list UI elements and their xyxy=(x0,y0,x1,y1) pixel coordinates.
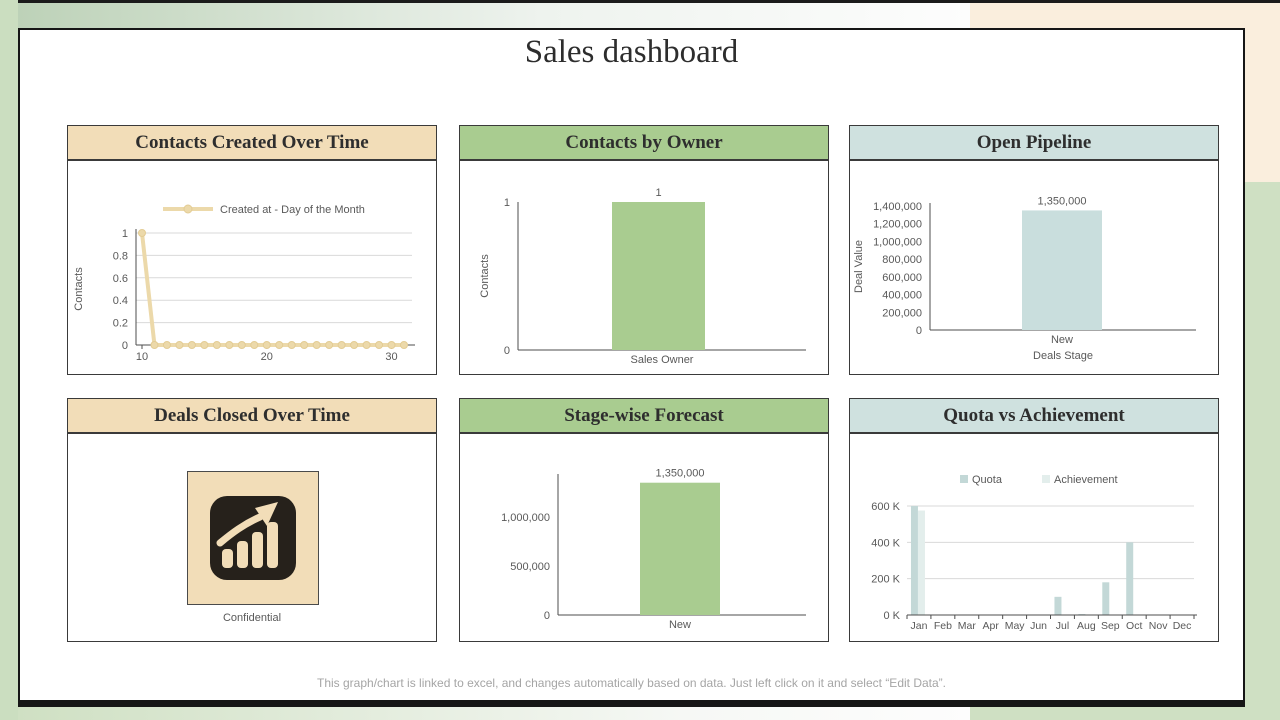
panel-stage-wise-forecast: Stage-wise Forecast 0 500,000 1,000,000 1,3… xyxy=(459,398,829,642)
svg-text:Contacts: Contacts xyxy=(73,267,85,311)
growth-bar-chart-icon xyxy=(210,496,296,580)
footnote: This graph/chart is linked to excel, and… xyxy=(317,676,946,690)
svg-text:Jan: Jan xyxy=(910,620,927,632)
svg-text:0: 0 xyxy=(916,325,922,337)
svg-text:Deals Stage: Deals Stage xyxy=(1033,350,1093,362)
svg-text:30: 30 xyxy=(385,351,397,363)
svg-text:1,000,000: 1,000,000 xyxy=(873,236,922,248)
svg-text:0: 0 xyxy=(544,610,550,622)
svg-text:0.6: 0.6 xyxy=(113,273,128,285)
panel-contacts-created-over-time: Contacts Created Over Time Created at - … xyxy=(67,125,437,375)
svg-text:Deal Value: Deal Value xyxy=(853,240,865,293)
svg-text:Created at - Day of the Month: Created at - Day of the Month xyxy=(220,204,365,216)
svg-text:Jul: Jul xyxy=(1056,620,1069,632)
panel-header-contacts-by-owner: Contacts by Owner xyxy=(459,125,829,161)
top-accent-line xyxy=(18,0,1280,3)
svg-text:400 K: 400 K xyxy=(871,537,900,549)
svg-text:20: 20 xyxy=(261,351,273,363)
svg-text:Nov: Nov xyxy=(1149,620,1168,632)
panel-quota-vs-achievement: Quota vs Achievement Quota Achievement 0 K… xyxy=(849,398,1219,642)
svg-text:Sales Owner: Sales Owner xyxy=(631,354,694,366)
left-border-strip xyxy=(0,0,18,720)
svg-text:1: 1 xyxy=(655,187,661,199)
svg-text:Quota: Quota xyxy=(972,474,1003,486)
svg-text:0.8: 0.8 xyxy=(113,250,128,262)
bottom-gradient-band xyxy=(18,707,970,720)
svg-text:0 K: 0 K xyxy=(883,610,900,622)
svg-text:800,000: 800,000 xyxy=(882,254,922,266)
svg-text:600,000: 600,000 xyxy=(882,272,922,284)
svg-text:1,200,000: 1,200,000 xyxy=(873,219,922,231)
svg-text:0: 0 xyxy=(122,340,128,352)
svg-text:New: New xyxy=(1051,334,1073,346)
panel-header-quota-vs-achievement: Quota vs Achievement xyxy=(849,398,1219,434)
top-gradient-band xyxy=(18,3,970,28)
panel-header-deals-closed: Deals Closed Over Time xyxy=(67,398,437,434)
svg-text:Jun: Jun xyxy=(1030,620,1047,632)
svg-text:Mar: Mar xyxy=(958,620,977,632)
svg-text:Feb: Feb xyxy=(934,620,952,632)
chart-quota-vs-achievement[interactable]: Quota Achievement 0 K 200 K 400 K 600 K Jan Feb… xyxy=(849,434,1219,642)
svg-text:Dec: Dec xyxy=(1173,620,1192,632)
panel-header-contacts-created: Contacts Created Over Time xyxy=(67,125,437,161)
page-title: Sales dashboard xyxy=(524,34,739,70)
svg-text:200,000: 200,000 xyxy=(882,307,922,319)
chart-stage-wise-forecast[interactable]: 0 500,000 1,000,000 1,350,000 New xyxy=(459,434,829,642)
svg-text:500,000: 500,000 xyxy=(510,561,550,573)
svg-text:New: New xyxy=(669,619,691,631)
deals-closed-placeholder[interactable]: Confidential xyxy=(67,434,437,642)
panel-open-pipeline: Open Pipeline 0 200,000 400,000 600,000 800,… xyxy=(849,125,1219,375)
svg-text:Sep: Sep xyxy=(1101,620,1120,632)
svg-text:1,350,000: 1,350,000 xyxy=(1038,195,1087,207)
svg-text:Apr: Apr xyxy=(983,620,1000,632)
panel-contacts-by-owner: Contacts by Owner 0 1 1 Sales Owner Contacts xyxy=(459,125,829,375)
svg-text:0.2: 0.2 xyxy=(113,318,128,330)
svg-text:0: 0 xyxy=(504,345,510,357)
svg-text:Achievement: Achievement xyxy=(1054,474,1118,486)
svg-text:1,400,000: 1,400,000 xyxy=(873,201,922,213)
svg-text:Oct: Oct xyxy=(1126,620,1142,632)
chart-contacts-by-owner[interactable]: 0 1 1 Sales Owner Contacts xyxy=(459,161,829,375)
svg-text:1,350,000: 1,350,000 xyxy=(656,468,705,480)
svg-text:0.4: 0.4 xyxy=(113,295,128,307)
panel-header-open-pipeline: Open Pipeline xyxy=(849,125,1219,161)
icon-frame xyxy=(187,471,319,605)
svg-text:400,000: 400,000 xyxy=(882,290,922,302)
chart-open-pipeline[interactable]: 0 200,000 400,000 600,000 800,000 1,000,000 1,… xyxy=(849,161,1219,375)
panel-header-stage-wise-forecast: Stage-wise Forecast xyxy=(459,398,829,434)
svg-text:1,000,000: 1,000,000 xyxy=(501,512,550,524)
svg-text:Contacts: Contacts xyxy=(479,254,491,298)
svg-text:10: 10 xyxy=(136,351,148,363)
right-border-strip xyxy=(1245,182,1280,720)
confidential-label: Confidential xyxy=(222,612,282,624)
svg-text:600 K: 600 K xyxy=(871,501,900,513)
svg-text:Aug: Aug xyxy=(1077,620,1096,632)
svg-text:May: May xyxy=(1005,620,1026,632)
bottom-right-green-block xyxy=(970,707,1280,720)
chart-contacts-created-over-time[interactable]: Created at - Day of the Month 0 0.2 0.4 0.6 0… xyxy=(67,161,437,375)
slide-card: Sales dashboard Contacts Created Over Ti… xyxy=(18,28,1245,707)
svg-text:1: 1 xyxy=(122,228,128,240)
svg-text:1: 1 xyxy=(504,197,510,209)
svg-text:200 K: 200 K xyxy=(871,574,900,586)
panel-deals-closed-over-time: Deals Closed Over Time Confidential xyxy=(67,398,437,642)
